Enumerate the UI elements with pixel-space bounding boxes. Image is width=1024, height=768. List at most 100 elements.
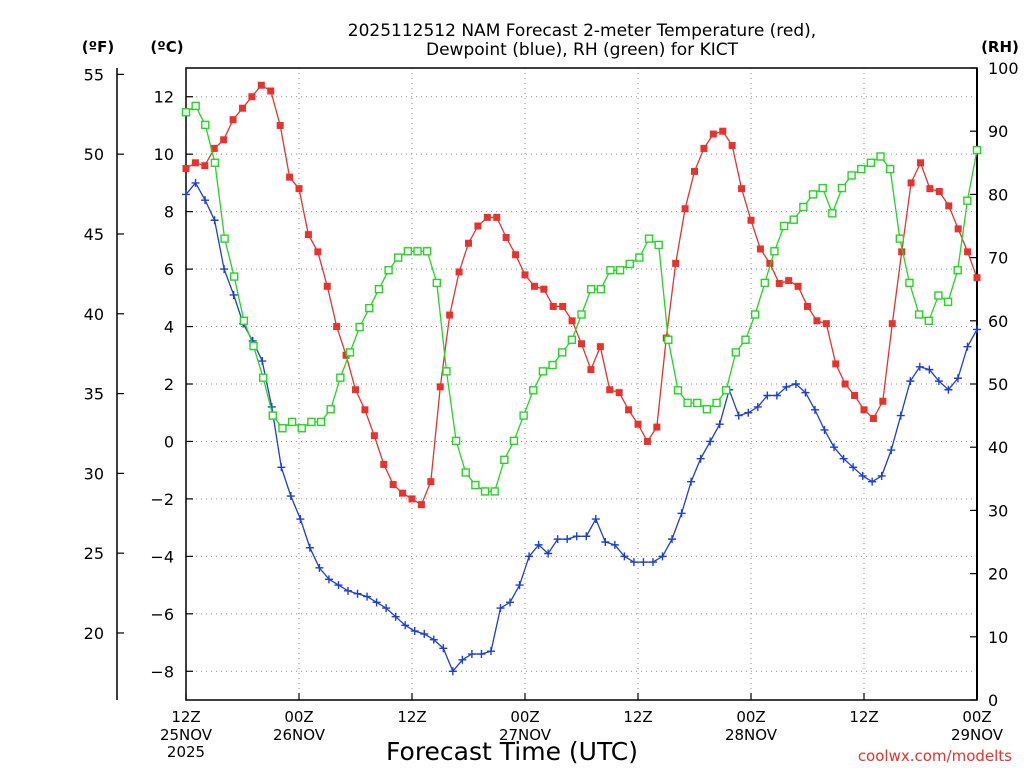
rh-point [249, 341, 258, 351]
temperature-point [625, 406, 633, 414]
dewpoint-point [820, 425, 829, 434]
rh-tick-label: 90 [988, 122, 1008, 141]
rh-point [818, 183, 827, 193]
x-tick-label: 12Z [397, 708, 426, 726]
dewpoint-point [534, 540, 543, 549]
rh-point [673, 386, 683, 395]
dewpoint-point [696, 454, 705, 463]
temperature-point [719, 127, 727, 135]
rh-point [779, 221, 789, 231]
dewpoint-point [849, 463, 858, 472]
rh-point [307, 417, 316, 427]
temperature-point [775, 279, 783, 287]
rh-point [432, 278, 442, 288]
dewpoint-point [429, 635, 438, 644]
rh-point [413, 247, 422, 256]
x-tick-date: 29NOV [951, 726, 1004, 744]
celsius-tick-label: 8 [164, 203, 174, 222]
temperature-point [521, 271, 529, 279]
rh-point [461, 468, 470, 477]
temperature-point [756, 245, 764, 253]
dewpoint-point [763, 391, 772, 400]
temperature-point [785, 277, 793, 285]
dewpoint-point [782, 382, 791, 391]
temperature-point [182, 165, 190, 173]
dewpoint-point [401, 621, 410, 630]
temperature-point [540, 285, 548, 293]
temperature-point [399, 489, 407, 497]
temperature-point [747, 216, 755, 224]
dewpoint-point [610, 540, 619, 549]
temperature-point [248, 93, 256, 101]
rh-point [664, 335, 673, 344]
dewpoint-point [629, 558, 638, 567]
temperature-point [634, 420, 642, 428]
fahrenheit-tick-label: 30 [84, 464, 104, 483]
dewpoint-point [658, 552, 667, 561]
dewpoint-point [858, 471, 867, 480]
rh-point [895, 234, 905, 243]
temperature-point [596, 343, 604, 351]
temperature-point [578, 340, 585, 348]
x-tick-date: 28NOV [725, 726, 778, 744]
rh-point [683, 398, 692, 408]
dewpoint-point [744, 408, 753, 417]
rh-point [490, 487, 499, 496]
x-tick-label: 12Z [171, 708, 200, 726]
rh-point [799, 202, 808, 212]
dewpoint-point [963, 342, 972, 351]
fahrenheit-tick-label: 20 [84, 624, 104, 643]
rh-point [914, 310, 924, 319]
celsius-unit-label: (ºC) [150, 38, 183, 56]
dewpoint-point [715, 420, 724, 429]
rh-tick-label: 0 [988, 691, 998, 710]
dewpoint-point [324, 575, 333, 584]
rh-point [519, 411, 528, 420]
chart-title-line2: Dewpoint (blue), RH (green) for KICT [426, 40, 739, 60]
dewpoint-point [734, 411, 743, 420]
temperature-point [333, 323, 341, 331]
dewpoint-point [305, 543, 314, 552]
temperature-point [295, 185, 303, 193]
rh-point [721, 386, 731, 395]
dewpoint-point [639, 558, 648, 567]
rh-point [220, 234, 229, 243]
rh-point [201, 120, 210, 130]
dewpoint-point [477, 650, 486, 659]
temperature-point [822, 320, 830, 328]
rh-point [210, 158, 220, 168]
chart-title-line1: 2025112512 NAM Forecast 2-meter Temperat… [348, 21, 816, 41]
temperature-point [728, 142, 736, 150]
rh-point [480, 487, 490, 496]
rh-point [548, 360, 557, 370]
temperature-point [229, 116, 237, 124]
temperature-point [220, 136, 228, 144]
temperature-point [869, 414, 877, 422]
rh-point [355, 322, 364, 332]
rh-point [934, 291, 943, 300]
dewpoint-point [810, 405, 819, 414]
rh-point [287, 417, 297, 427]
dewpoint-point [915, 362, 924, 371]
rh-tick-label: 80 [988, 185, 1008, 204]
rh-point [770, 247, 779, 256]
temperature-point [935, 188, 943, 196]
grid-lines [186, 68, 977, 700]
rh-point [808, 190, 818, 199]
temperature-point [615, 389, 623, 397]
temperature-point [559, 302, 567, 310]
x-tick-label: 00Z [736, 708, 765, 726]
rh-point [712, 398, 721, 408]
rh-point [567, 335, 577, 344]
rh-point [596, 285, 605, 294]
rh-point [297, 424, 306, 433]
temperature-point [804, 302, 811, 310]
dewpoint-point [496, 604, 505, 613]
temperature-point [691, 167, 698, 175]
dewpoint-point [934, 377, 943, 386]
rh-point [654, 240, 663, 250]
fahrenheit-tick-label: 40 [84, 305, 104, 324]
rh-point [316, 417, 326, 427]
dewpoint-point [544, 549, 553, 558]
rh-point [529, 386, 538, 395]
